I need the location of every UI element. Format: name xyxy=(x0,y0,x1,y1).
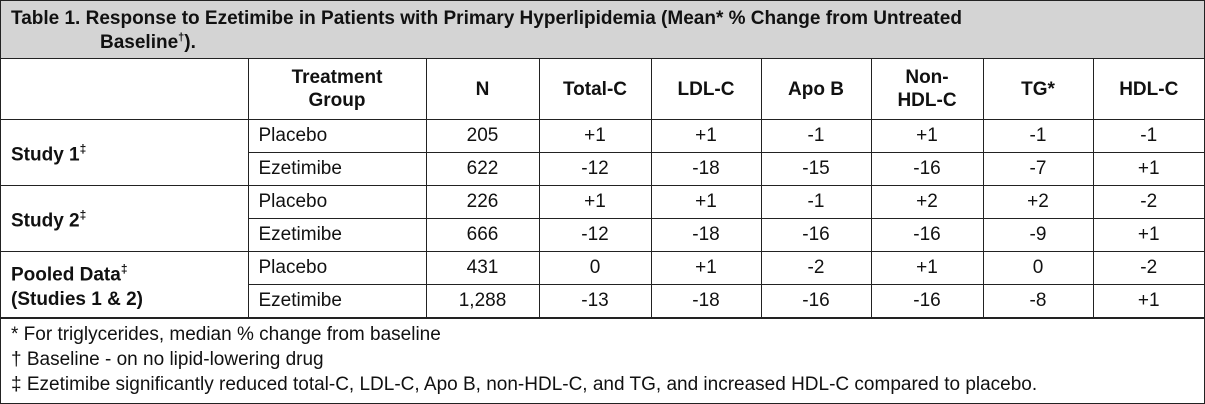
cell-non-hdl-c: -16 xyxy=(870,218,984,252)
cell-n: 226 xyxy=(425,185,540,219)
header-hdl-c: HDL-C xyxy=(1092,59,1204,120)
cell-tg: -1 xyxy=(982,119,1094,153)
footnote-double-dagger: ‡ Ezetimibe significantly reduced total-… xyxy=(11,374,1038,395)
cell-non-hdl-c: -16 xyxy=(870,152,984,186)
header-ldl-c: LDL-C xyxy=(650,59,762,120)
cell-n: 431 xyxy=(425,251,540,285)
cell-total-c: 0 xyxy=(538,251,652,285)
study-name: Pooled Data xyxy=(11,264,121,286)
cell-hdl-c: +1 xyxy=(1092,284,1204,318)
cell-n: 205 xyxy=(425,119,540,153)
cell-apo-b: -16 xyxy=(760,218,872,252)
study-label: Study 1‡ xyxy=(1,119,249,186)
results-table: Treatment Group N Total-C LDL-C Apo B No… xyxy=(1,59,1204,318)
cell-tg: -7 xyxy=(982,152,1094,186)
cell-hdl-c: -2 xyxy=(1092,185,1204,219)
cell-tg: -8 xyxy=(982,284,1094,318)
cell-non-hdl-c: +1 xyxy=(870,119,984,153)
cell-ldl-c: +1 xyxy=(650,185,762,219)
cell-group: Ezetimibe xyxy=(248,284,427,318)
cell-non-hdl-c: +1 xyxy=(870,251,984,285)
header-treatment-group: Treatment Group xyxy=(247,59,427,120)
study-footnote-mark: ‡ xyxy=(79,208,87,223)
footnote-asterisk: * For triglycerides, median % change fro… xyxy=(11,324,441,345)
cell-n: 666 xyxy=(425,218,540,252)
cell-total-c: +1 xyxy=(538,185,652,219)
study-name: Study 2 xyxy=(11,210,80,232)
cell-apo-b: -1 xyxy=(760,119,872,153)
cell-ldl-c: -18 xyxy=(650,218,762,252)
cell-hdl-c: -2 xyxy=(1092,251,1204,285)
table-title-line2: Baseline†). xyxy=(100,31,196,53)
header-row: Treatment Group N Total-C LDL-C Apo B No… xyxy=(1,59,1204,120)
table-row: Study 1‡ Placebo 205 +1 +1 -1 +1 -1 -1 xyxy=(1,119,1204,186)
table-title: Table 1. Response to Ezetimibe in Patien… xyxy=(1,1,1204,59)
cell-apo-b: -1 xyxy=(760,185,872,219)
cell-tg: +2 xyxy=(982,185,1094,219)
header-total-c: Total-C xyxy=(538,59,652,120)
cell-apo-b: -15 xyxy=(760,152,872,186)
cell-ldl-c: +1 xyxy=(650,119,762,153)
cell-total-c: -12 xyxy=(538,218,652,252)
cell-group: Placebo xyxy=(247,119,427,153)
cell-ldl-c: -18 xyxy=(650,284,762,318)
header-tg: TG* xyxy=(982,59,1094,120)
cell-hdl-c: +1 xyxy=(1092,218,1204,252)
cell-total-c: -13 xyxy=(538,284,652,318)
cell-ldl-c: -18 xyxy=(650,152,762,186)
cell-hdl-c: +1 xyxy=(1092,152,1204,186)
cell-group: Placebo xyxy=(247,251,427,285)
footnote-dagger: † Baseline - on no lipid-lowering drug xyxy=(11,349,324,370)
table-title-line1: Table 1. Response to Ezetimibe in Patien… xyxy=(11,8,962,29)
cell-apo-b: -2 xyxy=(760,251,872,285)
cell-non-hdl-c: +2 xyxy=(870,185,984,219)
cell-total-c: -12 xyxy=(538,152,652,186)
cell-group: Placebo xyxy=(247,185,427,219)
cell-total-c: +1 xyxy=(538,119,652,153)
table-row: Ezetimibe 666 -12 -18 -16 -16 -9 +1 xyxy=(1,218,1204,252)
table-row: Pooled Data‡ (Studies 1 & 2) Placebo 431 0 +1… xyxy=(1,251,1204,318)
study-subtitle: (Studies 1 & 2) xyxy=(11,289,143,311)
table-row: Ezetimibe 1,288 -13 -18 -16 -16 -8 +1 xyxy=(1,284,1204,318)
cell-group: Ezetimibe xyxy=(248,218,427,252)
footnotes: * For triglycerides, median % change fro… xyxy=(1,318,1204,397)
header-non-hdl-c: Non-HDL-C xyxy=(870,59,984,120)
cell-non-hdl-c: -16 xyxy=(870,284,984,318)
cell-ldl-c: +1 xyxy=(650,251,762,285)
header-n: N xyxy=(425,59,540,120)
study-label: Study 2‡ xyxy=(1,185,249,252)
study-footnote-mark: ‡ xyxy=(79,142,87,157)
study-footnote-mark: ‡ xyxy=(120,261,128,276)
cell-apo-b: -16 xyxy=(760,284,872,318)
header-blank xyxy=(1,59,249,120)
table-row: Study 2‡ Placebo 226 +1 +1 -1 +2 +2 -2 xyxy=(1,185,1204,252)
study-name: Study 1 xyxy=(11,144,80,166)
study-label: Pooled Data‡ (Studies 1 & 2) xyxy=(1,251,249,318)
cell-hdl-c: -1 xyxy=(1092,119,1204,153)
cell-n: 622 xyxy=(425,152,540,186)
cell-group: Ezetimibe xyxy=(248,152,427,186)
cell-tg: -9 xyxy=(982,218,1094,252)
header-apo-b: Apo B xyxy=(760,59,872,120)
cell-tg: 0 xyxy=(982,251,1094,285)
cell-n: 1,288 xyxy=(425,284,540,318)
